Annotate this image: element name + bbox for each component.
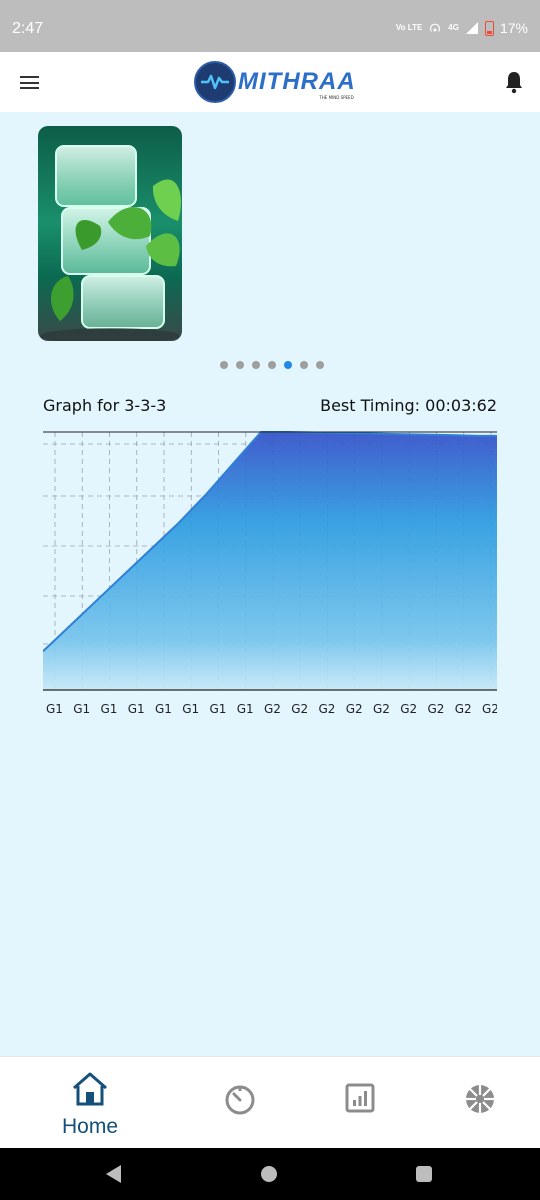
- x-tick-label: G2: [318, 702, 336, 716]
- x-tick-label: G1: [100, 702, 118, 716]
- signal-icon: [465, 22, 478, 34]
- nav-aperture[interactable]: [440, 1083, 520, 1115]
- status-time: 2:47: [12, 20, 44, 37]
- best-timing: Best Timing: 00:03:62: [320, 396, 497, 415]
- carousel-slide-image[interactable]: [38, 126, 182, 341]
- carousel-dot[interactable]: [284, 361, 292, 369]
- logo-wave-icon: [194, 61, 236, 103]
- network-type: 4G: [448, 23, 459, 32]
- stopwatch-icon: [225, 1085, 255, 1115]
- graph-title: Graph for 3-3-3: [43, 396, 167, 415]
- app-logo: MITHRAA THE MIND SPEED: [194, 60, 356, 104]
- logo-name: MITHRAA: [238, 68, 356, 95]
- x-tick-label: G2: [291, 702, 309, 716]
- x-tick-label: G2: [400, 702, 418, 716]
- x-axis-labels: G1 G1 G1 G1 G1 G1 G1 G1 G2 G2 G2 G2 G2 G2 G2 G2 G2: [43, 702, 497, 720]
- app-bar: MITHRAA THE MIND SPEED: [0, 52, 540, 112]
- bar-chart-icon: [345, 1083, 375, 1113]
- x-tick-label: G1: [46, 702, 63, 716]
- carousel-dot[interactable]: [252, 361, 260, 369]
- status-icons: Vo LTE 4G 17%: [396, 20, 528, 36]
- system-nav-bar: [0, 1148, 540, 1200]
- carousel-dot[interactable]: [300, 361, 308, 369]
- carousel-dot[interactable]: [316, 361, 324, 369]
- nav-timer[interactable]: [200, 1083, 280, 1117]
- back-icon[interactable]: [106, 1165, 121, 1183]
- carousel-dot[interactable]: [220, 361, 228, 369]
- battery-percent: 17%: [499, 20, 528, 36]
- bottom-nav: Home: [0, 1056, 540, 1148]
- nav-home-label: Home: [61, 1115, 119, 1138]
- bell-icon[interactable]: [504, 70, 524, 94]
- volte-indicator: Vo LTE: [395, 23, 423, 32]
- nav-stats[interactable]: [320, 1083, 400, 1113]
- hotspot-icon: [430, 23, 441, 32]
- area-chart: [43, 431, 497, 691]
- home-icon: [73, 1072, 107, 1106]
- carousel-dots: [0, 361, 540, 369]
- x-tick-label: G1: [155, 702, 172, 716]
- x-tick-label: G1: [209, 702, 227, 716]
- status-bar: 2:47 Vo LTE 4G 17%: [0, 0, 540, 52]
- recents-icon[interactable]: [416, 1166, 432, 1182]
- x-tick-label: G1: [127, 702, 145, 716]
- x-tick-label: G1: [182, 702, 200, 716]
- ice-cubes-mint-image: [40, 145, 181, 341]
- x-tick-label: G2: [454, 702, 472, 716]
- x-tick-label: G2: [482, 702, 497, 716]
- aperture-icon: [466, 1085, 494, 1113]
- hamburger-icon[interactable]: [20, 76, 39, 89]
- chart-area: [43, 432, 497, 690]
- x-tick-label: G1: [236, 702, 254, 716]
- x-tick-label: G2: [427, 702, 445, 716]
- battery-icon: [484, 20, 494, 36]
- x-tick-label: G2: [264, 702, 281, 716]
- x-tick-label: G1: [73, 702, 91, 716]
- x-tick-label: G2: [345, 702, 363, 716]
- carousel-dot[interactable]: [236, 361, 244, 369]
- nav-home[interactable]: Home: [50, 1071, 130, 1139]
- home-button-icon[interactable]: [261, 1166, 277, 1182]
- x-tick-label: G2: [373, 702, 390, 716]
- carousel-dot[interactable]: [268, 361, 276, 369]
- logo-tagline: THE MIND SPEED: [319, 95, 354, 100]
